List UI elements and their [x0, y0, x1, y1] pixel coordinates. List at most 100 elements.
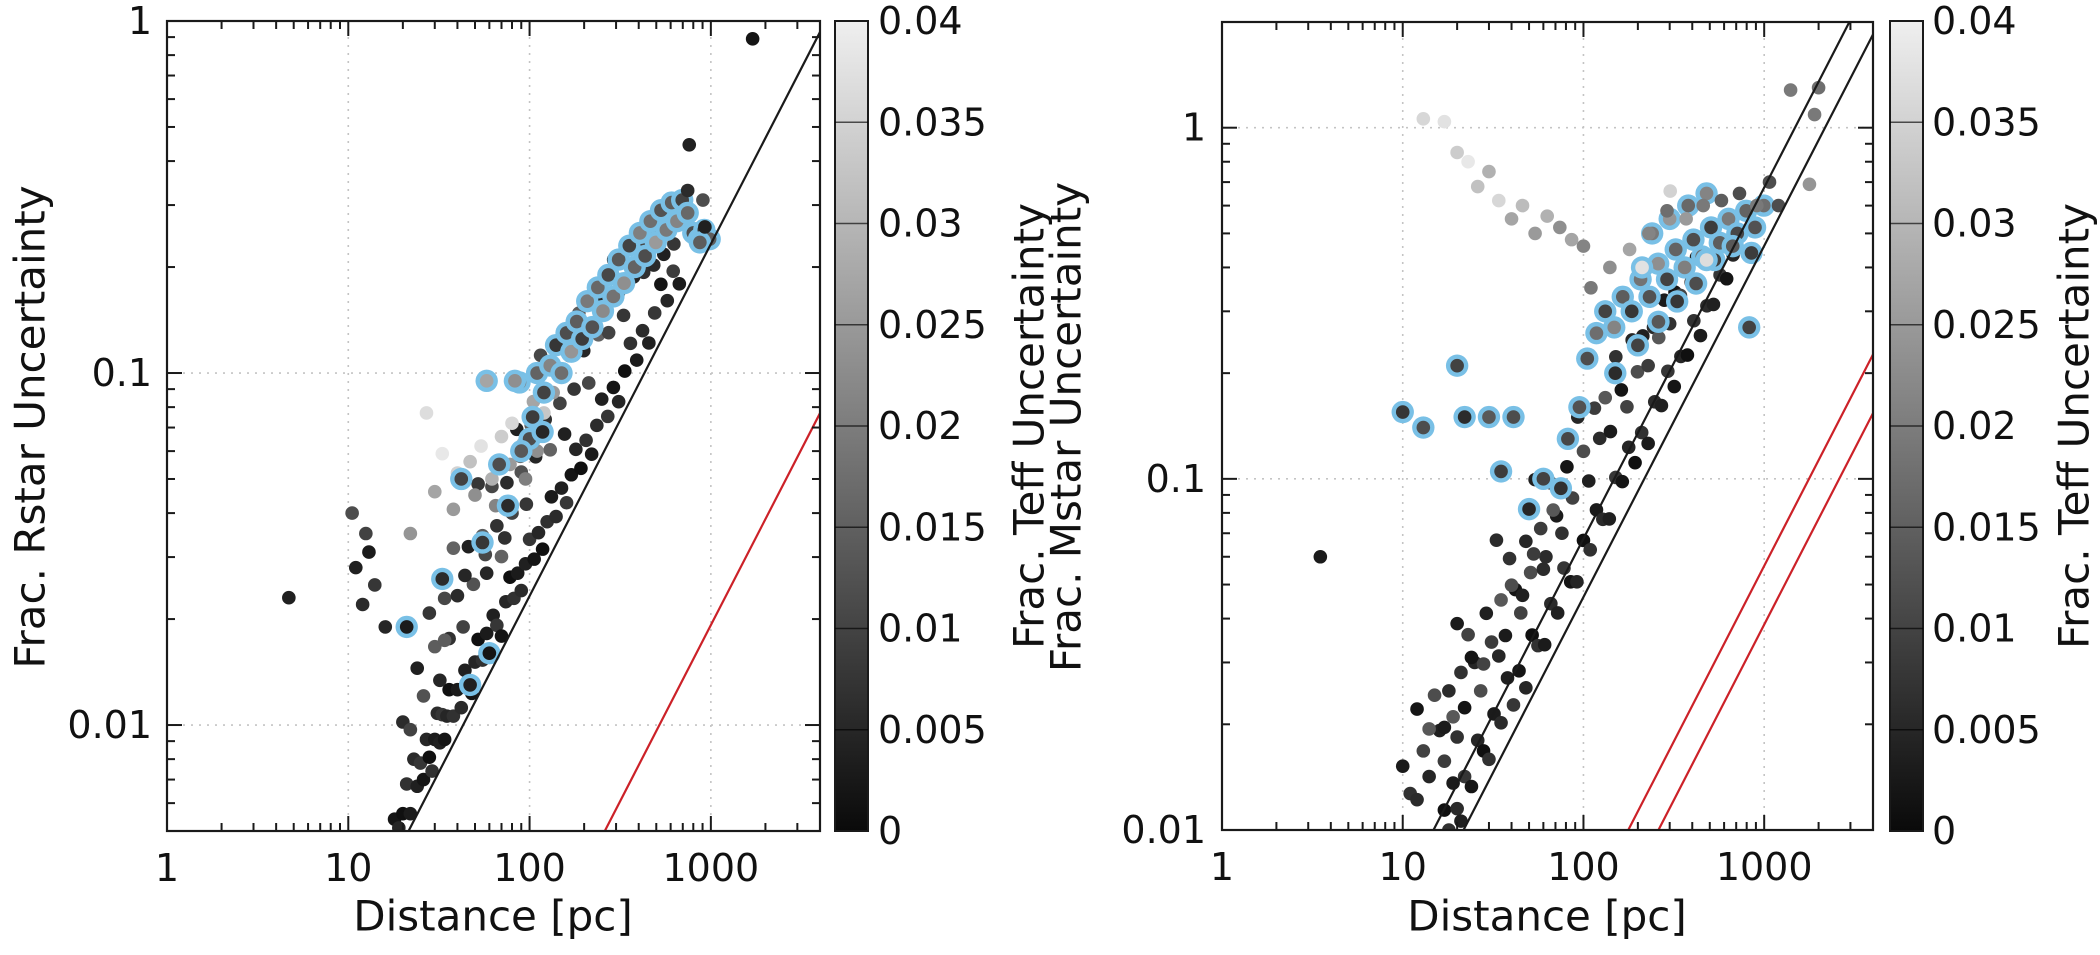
data-point: [1513, 606, 1528, 620]
data-point: [1721, 212, 1736, 226]
colorbar-tick-label: 0.03: [878, 202, 963, 246]
plot-box-panel-1: [165, 19, 822, 833]
data-point: [474, 439, 488, 453]
data-point: [1714, 193, 1729, 208]
data-point: [450, 588, 465, 603]
data-point: [471, 477, 485, 491]
colorbar-tick-label: 0.005: [1932, 708, 2041, 752]
y-tick-label: 1: [128, 0, 152, 43]
data-point: [1442, 823, 1456, 830]
x-tick-label: 10: [324, 846, 372, 890]
y-tick-label: 0.1: [92, 351, 152, 395]
data-point: [479, 374, 494, 388]
data-point: [1742, 320, 1756, 335]
data-point: [580, 294, 595, 308]
data-point: [1450, 616, 1464, 631]
data-point: [1454, 665, 1468, 680]
data-point: [649, 235, 663, 250]
colorbar-tick-label: 0.035: [878, 100, 987, 144]
colorbar-tick-label: 0.02: [878, 404, 963, 448]
data-point: [1624, 304, 1639, 319]
data-point: [1614, 383, 1629, 397]
data-point: [569, 442, 583, 457]
data-point: [600, 409, 615, 424]
data-point: [1519, 681, 1533, 695]
data-point: [1699, 186, 1714, 201]
data-point: [585, 320, 600, 334]
data-point: [490, 519, 504, 533]
data-point: [1528, 226, 1542, 241]
data-point: [1457, 769, 1472, 784]
data-point: [359, 526, 373, 541]
data-point: [1504, 578, 1519, 592]
data-point: [1479, 606, 1494, 621]
data-point: [1651, 256, 1665, 271]
data-point: [427, 484, 442, 499]
data-point: [1537, 637, 1552, 652]
data-point: [594, 392, 609, 406]
data-point: [446, 502, 461, 517]
data-point: [492, 457, 507, 472]
data-point: [1620, 399, 1634, 414]
data-point: [596, 304, 610, 318]
x-tick-label: 1: [155, 846, 179, 890]
data-point: [1506, 698, 1521, 712]
data-point: [682, 137, 697, 152]
data-point: [1526, 547, 1541, 561]
data-point: [1706, 297, 1721, 312]
data-point: [642, 336, 656, 350]
data-point: [638, 249, 652, 263]
data-point: [1450, 801, 1464, 816]
data-point: [1491, 649, 1506, 663]
data-point: [1589, 326, 1604, 340]
data-point: [1771, 198, 1786, 213]
data-point: [1668, 242, 1683, 257]
x-tick-label: 1: [1210, 845, 1234, 889]
data-point: [616, 308, 631, 323]
data-point: [348, 560, 363, 575]
data-point: [1427, 688, 1442, 703]
data-point: [1584, 281, 1598, 295]
data-point: [494, 629, 509, 643]
data-point: [696, 193, 710, 207]
data-point: [549, 338, 563, 352]
data-point: [1416, 112, 1431, 126]
data-point: [1515, 588, 1530, 603]
data-point: [1461, 627, 1475, 642]
data-point: [1635, 260, 1649, 275]
data-point: [1693, 328, 1708, 343]
data-point: [494, 549, 509, 564]
data-point: [1622, 242, 1637, 257]
data-point: [1482, 410, 1496, 424]
data-point: [362, 545, 376, 559]
data-point: [1811, 80, 1826, 95]
colorbar-tick-label: 0.04: [878, 0, 963, 43]
y-tick-label: 0.01: [67, 703, 152, 747]
data-point: [1504, 212, 1519, 226]
data-point: [479, 626, 494, 641]
reference-line-red: [1657, 412, 1873, 830]
data-point: [508, 374, 522, 388]
data-point: [554, 366, 569, 380]
data-point: [378, 620, 393, 634]
data-point: [1603, 260, 1617, 275]
data-point: [437, 732, 452, 747]
data-point: [518, 472, 533, 486]
data-point: [1476, 657, 1491, 671]
data-point: [1554, 481, 1568, 496]
data-point: [1680, 348, 1695, 362]
data-point: [1603, 424, 1618, 439]
data-point: [601, 325, 616, 340]
data-point: [1437, 720, 1452, 735]
data-point: [567, 382, 581, 396]
data-point: [446, 541, 461, 555]
data-point: [1450, 730, 1464, 744]
data-point: [1484, 635, 1499, 649]
data-point: [606, 380, 621, 395]
data-point: [1494, 464, 1508, 479]
data-point: [635, 323, 650, 338]
data-point: [525, 410, 540, 424]
data-point: [1313, 549, 1328, 564]
data-point: [611, 252, 626, 267]
data-point: [1581, 474, 1596, 488]
